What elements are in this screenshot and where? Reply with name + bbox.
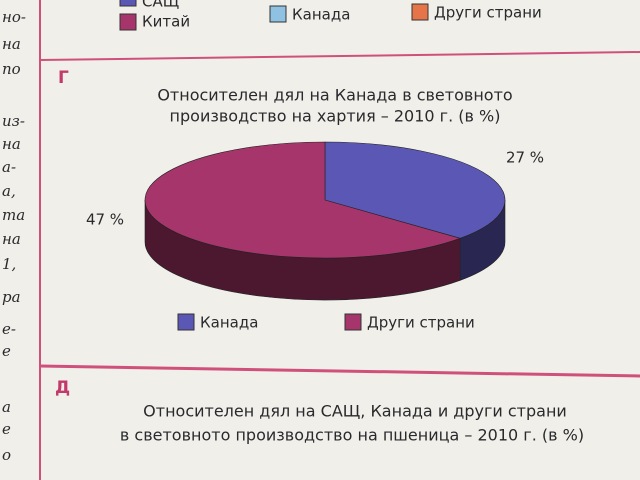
data-label: 27 %	[506, 149, 544, 167]
margin-text: е-	[2, 320, 16, 338]
margin-text: по	[2, 60, 21, 78]
margin-text: 1,	[2, 255, 16, 273]
margin-text: из-	[2, 112, 25, 130]
slice-top	[144, 141, 462, 259]
slice	[324, 141, 506, 281]
margin-text: е	[2, 420, 11, 438]
margin-text: на	[2, 135, 21, 153]
next-title: Относителен дял на САЩ, Канада и други с…	[143, 402, 567, 421]
next-title: в световното производство на пшеница – 2…	[120, 426, 584, 445]
border	[39, 364, 640, 378]
slice-top	[324, 141, 506, 239]
legend-swatch	[269, 5, 287, 23]
slice	[144, 141, 462, 301]
margin-text: та	[2, 206, 25, 224]
legend-swatch	[119, 0, 137, 7]
legend-swatch	[119, 13, 137, 31]
margin-text: о	[2, 446, 11, 464]
margin-text: но-	[2, 8, 26, 26]
section-letter: Д	[55, 378, 70, 398]
legend-label: Канада	[292, 6, 350, 24]
margin-text: а,	[2, 182, 16, 200]
chart-title: производство на хартия – 2010 г. (в %)	[170, 107, 501, 126]
section-letter: Г	[58, 68, 69, 88]
margin-text: на	[2, 35, 21, 53]
data-label: 47 %	[86, 211, 124, 229]
border	[39, 51, 640, 61]
margin-text: е	[2, 342, 11, 360]
legend-label: САЩ	[142, 0, 179, 11]
legend-label: Други страни	[434, 4, 542, 22]
margin-text: а	[2, 398, 11, 416]
margin-text: а-	[2, 158, 16, 176]
legend-label: Канада	[200, 314, 258, 332]
margin-text: ра	[2, 288, 21, 306]
chart-title: Относителен дял на Канада в световното	[157, 86, 512, 105]
margin-text: на	[2, 230, 21, 248]
legend-label: Други страни	[367, 314, 475, 332]
chart: 27 % 47 % Канада Други страни	[86, 141, 544, 332]
legend-label: Китай	[142, 13, 190, 31]
legend-swatch	[344, 313, 362, 331]
legend-swatch	[411, 3, 429, 21]
legend-swatch	[177, 313, 195, 331]
